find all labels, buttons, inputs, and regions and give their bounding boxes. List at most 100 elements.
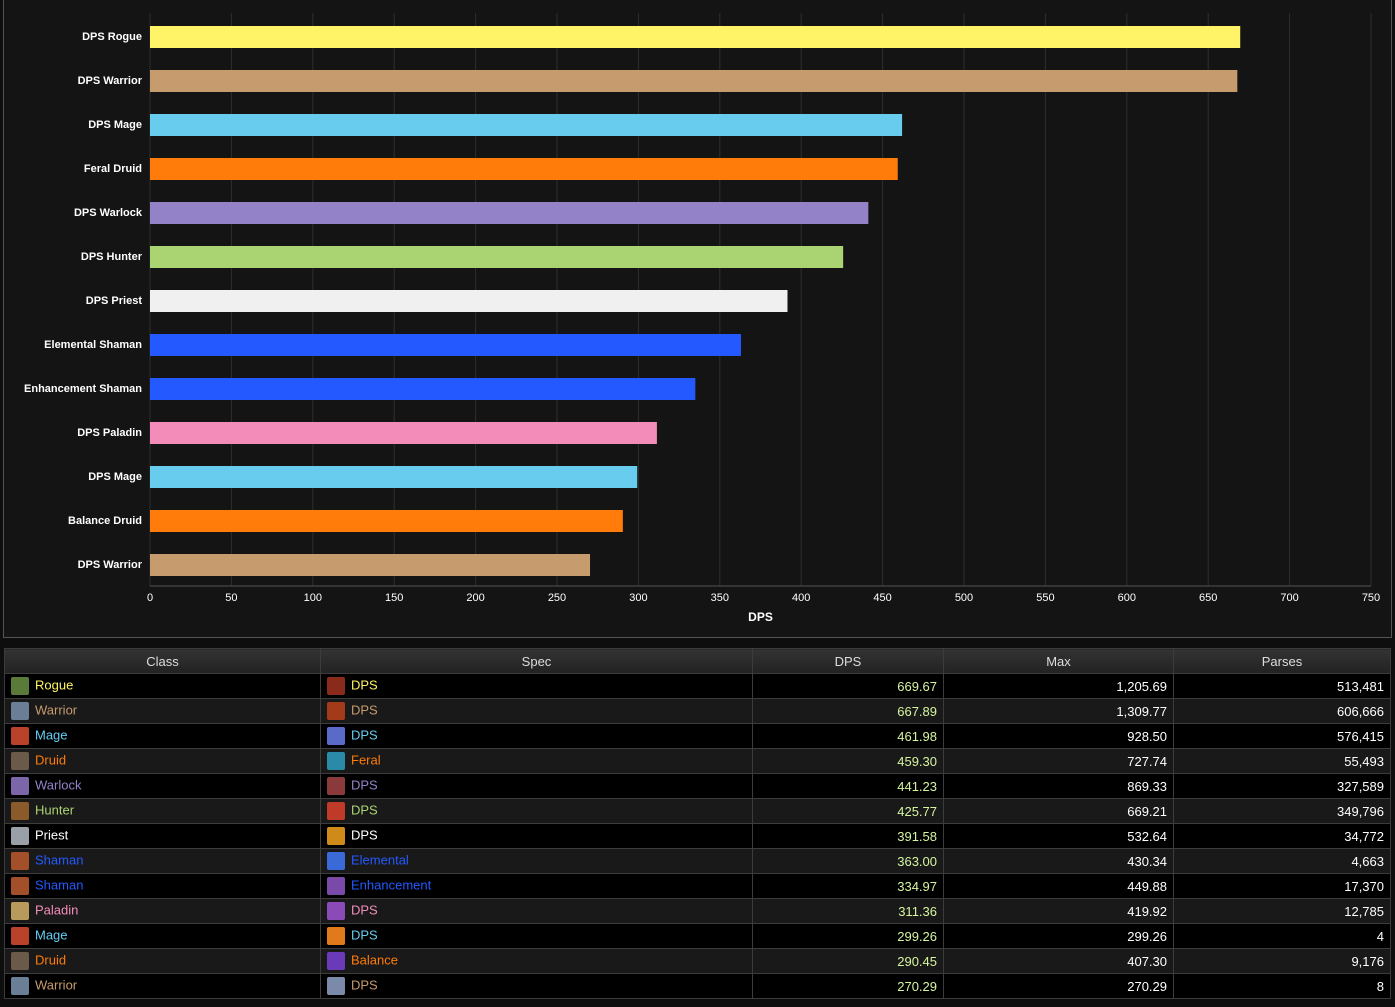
spec-icon — [327, 952, 345, 970]
class-icon — [11, 927, 29, 945]
cell-text: DPS — [351, 777, 378, 793]
x-tick-label: 500 — [955, 592, 973, 604]
spec-icon — [327, 852, 345, 870]
spec-icon — [327, 727, 345, 745]
cell-text: 311.36 — [898, 903, 937, 919]
bar — [150, 290, 788, 312]
table-cell: 727.74 — [943, 748, 1174, 774]
bar — [150, 158, 898, 180]
table-cell: 667.89 — [752, 698, 944, 724]
table-cell: 869.33 — [943, 773, 1174, 799]
cell-text: Druid — [35, 752, 67, 768]
spec-icon — [327, 927, 345, 945]
column-header: Parses — [1173, 648, 1391, 674]
cell-text: 34,772 — [1344, 828, 1384, 844]
table-cell: Warrior — [4, 973, 321, 999]
bar — [150, 26, 1241, 48]
spec-icon — [327, 702, 345, 720]
class-icon — [11, 702, 29, 720]
table-cell: DPS — [320, 823, 753, 849]
x-tick-label: 600 — [1118, 592, 1136, 604]
class-icon — [11, 877, 29, 895]
x-tick-label: 350 — [711, 592, 729, 604]
table-cell: Mage — [4, 923, 321, 949]
table-cell: 327,589 — [1173, 773, 1391, 799]
cell-text: 727.74 — [1127, 753, 1167, 769]
table-cell: DPS — [320, 923, 753, 949]
cell-text: DPS — [351, 827, 378, 843]
table-cell: DPS — [320, 698, 753, 724]
cell-text: 869.33 — [1127, 778, 1167, 794]
cell-text: Hunter — [35, 802, 75, 818]
cell-text: 928.50 — [1127, 728, 1167, 744]
cell-text: 290.45 — [897, 953, 937, 969]
cell-text: 334.97 — [897, 878, 937, 894]
spec-icon — [327, 752, 345, 770]
bar — [150, 422, 657, 444]
table-row: Priest DPS 391.58 532.64 34,772 — [4, 823, 1391, 849]
table-row: Rogue DPS 669.67 1,205.69 513,481 — [4, 673, 1391, 699]
bar — [150, 378, 696, 400]
y-tick-label: Feral Druid — [84, 163, 142, 175]
y-tick-label: DPS Hunter — [81, 251, 143, 263]
y-tick-label: Balance Druid — [68, 515, 142, 527]
cell-text: DPS — [351, 977, 378, 993]
cell-text: DPS — [351, 927, 378, 943]
table-cell: 8 — [1173, 973, 1391, 999]
table-row: Hunter DPS 425.77 669.21 349,796 — [4, 798, 1391, 824]
x-tick-label: 550 — [1036, 592, 1054, 604]
table-cell: Balance — [320, 948, 753, 974]
bar — [150, 466, 638, 488]
class-icon — [11, 952, 29, 970]
class-icon — [11, 777, 29, 795]
table-cell: DPS — [320, 898, 753, 924]
cell-text: DPS — [351, 802, 378, 818]
table-cell: Mage — [4, 723, 321, 749]
cell-text: 606,666 — [1337, 703, 1384, 719]
table-row: Shaman Enhancement 334.97 449.88 17,370 — [4, 873, 1391, 899]
class-icon — [11, 727, 29, 745]
cell-text: 327,589 — [1337, 778, 1384, 794]
table-cell: 449.88 — [943, 873, 1174, 899]
cell-text: Enhancement — [351, 877, 432, 893]
class-icon — [11, 902, 29, 920]
y-tick-label: DPS Warrior — [78, 75, 143, 87]
table-cell: 311.36 — [752, 898, 944, 924]
table-row: Mage DPS 461.98 928.50 576,415 — [4, 723, 1391, 749]
y-tick-label: DPS Priest — [86, 295, 143, 307]
cell-text: Elemental — [351, 852, 409, 868]
table-cell: Priest — [4, 823, 321, 849]
table-cell: 4 — [1173, 923, 1391, 949]
bar — [150, 334, 741, 356]
table-cell: 55,493 — [1173, 748, 1391, 774]
table-cell: 606,666 — [1173, 698, 1391, 724]
cell-text: 407.30 — [1127, 953, 1167, 969]
table-cell: 1,205.69 — [943, 673, 1174, 699]
table-row: Druid Balance 290.45 407.30 9,176 — [4, 948, 1391, 974]
cell-text: 441.23 — [897, 778, 937, 794]
table-cell: Shaman — [4, 873, 321, 899]
cell-text: 1,205.69 — [1116, 678, 1167, 694]
column-header: Max — [943, 648, 1174, 674]
table-cell: 4,663 — [1173, 848, 1391, 874]
y-tick-label: DPS Mage — [88, 119, 142, 131]
cell-text: 1,309.77 — [1116, 703, 1167, 719]
bar — [150, 554, 591, 576]
table-cell: Druid — [4, 948, 321, 974]
table-cell: 290.45 — [752, 948, 944, 974]
cell-text: 349,796 — [1337, 803, 1384, 819]
cell-text: 55,493 — [1344, 753, 1384, 769]
table-row: Paladin DPS 311.36 419.92 12,785 — [4, 898, 1391, 924]
cell-text: 669.21 — [1127, 803, 1167, 819]
table-cell: Shaman — [4, 848, 321, 874]
cell-text: Priest — [35, 827, 69, 843]
table-cell: 349,796 — [1173, 798, 1391, 824]
y-tick-label: DPS Mage — [88, 471, 142, 483]
cell-text: Shaman — [35, 877, 84, 893]
cell-text: 513,481 — [1337, 678, 1384, 694]
table-cell: Paladin — [4, 898, 321, 924]
cell-text: 532.64 — [1127, 828, 1167, 844]
cell-text: Balance — [351, 952, 398, 968]
cell-text: 270.29 — [897, 978, 937, 994]
